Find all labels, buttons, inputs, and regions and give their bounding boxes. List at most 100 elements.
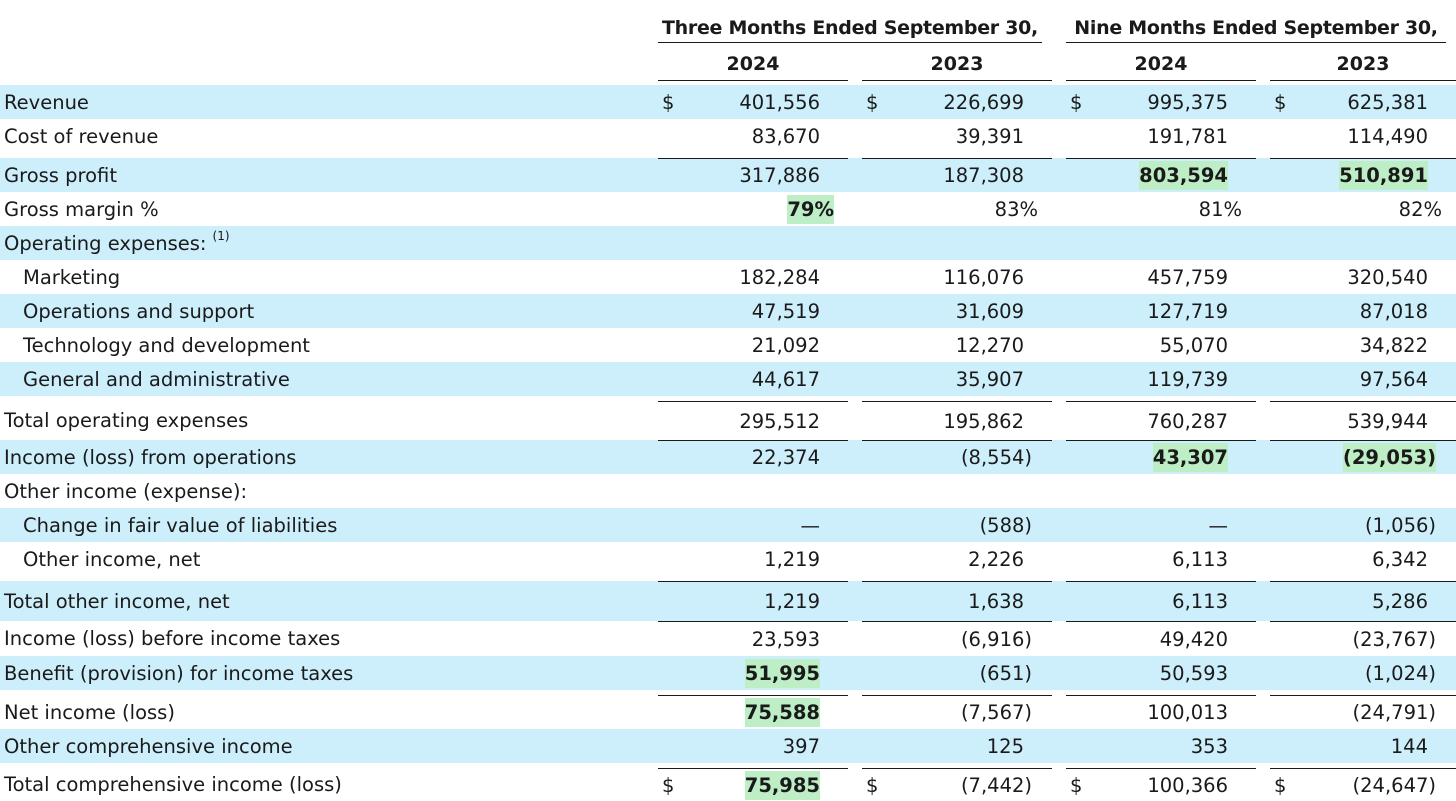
currency-symbol: $ (866, 773, 879, 797)
value-cell-three-months-2024: $401,556 (658, 85, 848, 119)
currency-symbol: $ (1274, 773, 1287, 797)
cell-value-text: 127,719 (1147, 299, 1228, 323)
cell-value: 401,556 (739, 85, 820, 119)
value-cell-nine-months-2024: 191,781 (1066, 119, 1256, 153)
value-cell-nine-months-2023: 5,286 (1270, 581, 1456, 621)
value-cell-three-months-2023: 2,226 (862, 542, 1052, 576)
cell-value-text: 457,759 (1147, 265, 1228, 289)
row-label-text: Operations and support (23, 299, 255, 323)
cell-value-text: 320,540 (1347, 265, 1428, 289)
cell-value-text: 83% (994, 197, 1038, 221)
value-cell-nine-months-2023: (1,056) (1270, 508, 1456, 542)
row-label-text: General and administrative (23, 367, 290, 391)
table-row: Benefit (provision) for income taxes 51,9… (0, 656, 1456, 690)
value-cell-three-months-2023: (8,554) (862, 440, 1052, 474)
cell-value-text: 1,219 (764, 590, 820, 613)
cell-value: 47,519 (752, 294, 820, 328)
value-cell-three-months-2024: 75,588 (658, 695, 848, 729)
value-cell-nine-months-2024: 119,739 (1066, 362, 1256, 396)
value-cell-nine-months-2023: 114,490 (1270, 119, 1456, 153)
cell-value: 81% (1199, 192, 1242, 226)
row-label-text: Total operating expenses (4, 409, 249, 432)
table-row: Marketing 182,284 116,076 457,759 320,540 (0, 260, 1456, 294)
value-cell-three-months-2024: 44,617 (658, 362, 848, 396)
cell-value: (7,442) (961, 769, 1032, 801)
value-cell-nine-months-2023: 144 (1270, 729, 1456, 763)
value-cell-nine-months-2023: (1,024) (1270, 656, 1456, 690)
cell-value: (1,056) (1365, 508, 1436, 542)
cell-value: 295,512 (739, 402, 820, 440)
cell-value-text: 43,307 (1152, 443, 1228, 472)
cell-value-text: 49,420 (1159, 627, 1228, 651)
cell-value: (8,554) (961, 441, 1032, 474)
cell-value: 87,018 (1360, 294, 1428, 328)
header-three-months: Three Months Ended September 30, (658, 14, 1042, 43)
value-cell-three-months-2024: 1,219 (658, 581, 848, 621)
cell-value-text: (7,442) (960, 773, 1032, 797)
table-row: Other income (expense): (0, 474, 1456, 508)
cell-value-text: 81% (1198, 197, 1242, 221)
cell-value-text: 401,556 (739, 90, 820, 114)
cell-value-text: 182,284 (739, 265, 820, 289)
value-cell-nine-months-2024: — (1066, 508, 1256, 542)
row-label: Total comprehensive income (loss) (4, 768, 342, 801)
cell-value-text: (588) (979, 513, 1032, 537)
value-cell-three-months-2024: 83,670 (658, 119, 848, 153)
cell-value: — (801, 508, 821, 542)
value-cell-nine-months-2024: 803,594 (1066, 158, 1256, 192)
value-cell-three-months-2024: 51,995 (658, 656, 848, 690)
cell-value-text: 55,070 (1159, 333, 1228, 357)
cell-value: (24,791) (1353, 696, 1436, 729)
cell-value: (23,767) (1353, 622, 1436, 656)
cell-value: 83% (995, 192, 1038, 226)
cell-value: 5,286 (1372, 582, 1428, 621)
cell-value-text: 87,018 (1359, 299, 1428, 323)
cell-value: (588) (980, 508, 1032, 542)
row-label-text: Revenue (4, 90, 89, 114)
cell-value-text: 6,113 (1172, 547, 1228, 571)
value-cell-three-months-2023: 125 (862, 729, 1052, 763)
value-cell-three-months-2023: 1,638 (862, 581, 1052, 621)
value-cell-three-months-2024 (658, 226, 848, 260)
cell-value: 116,076 (943, 260, 1024, 294)
cell-value: 353 (1191, 729, 1228, 763)
cell-value: 6,113 (1172, 582, 1228, 621)
row-label-text: Other income (expense): (4, 479, 248, 503)
cell-value: 114,490 (1347, 119, 1428, 153)
cell-value: 457,759 (1147, 260, 1228, 294)
value-cell-three-months-2024: 1,219 (658, 542, 848, 576)
cell-value-text: 510,891 (1339, 161, 1428, 190)
value-cell-nine-months-2023: $625,381 (1270, 85, 1456, 119)
value-cell-three-months-2024: 47,519 (658, 294, 848, 328)
cell-value: 100,013 (1147, 696, 1228, 729)
table-row: Gross profit 317,886 187,308 803,594 510,891 (0, 158, 1456, 192)
value-cell-nine-months-2024: 457,759 (1066, 260, 1256, 294)
row-label-text: Benefit (provision) for income taxes (4, 661, 354, 685)
table-row: Technology and development 21,092 12,270 55… (0, 328, 1456, 362)
cell-value: 6,342 (1372, 542, 1428, 576)
cell-value: 50,593 (1160, 656, 1228, 690)
value-cell-three-months-2024: 182,284 (658, 260, 848, 294)
table-row: Operating expenses: (1) (0, 226, 1456, 260)
cell-value-text: 295,512 (739, 409, 820, 433)
cell-value-text: 353 (1190, 734, 1228, 758)
cell-value-text: 79% (787, 194, 834, 224)
table-row: Other income, net 1,219 2,226 6,113 6,342 (0, 542, 1456, 576)
cell-value-text: 803,594 (1139, 161, 1228, 190)
cell-value-text: 187,308 (943, 164, 1024, 187)
value-cell-three-months-2023: 187,308 (862, 158, 1052, 192)
cell-value-text: (24,647) (1352, 773, 1436, 797)
table-row: Total other income, net 1,219 1,638 6,113 5,… (0, 581, 1456, 621)
cell-value-text: 119,739 (1147, 367, 1228, 391)
cell-value-text: 51,995 (744, 658, 820, 688)
value-cell-three-months-2024: 317,886 (658, 158, 848, 192)
table-row: Change in fair value of liabilities — (588… (0, 508, 1456, 542)
table-row: Gross margin % 79% 83% 81% 82% (0, 192, 1456, 226)
table-row: Income (loss) from operations 22,374 (8,55… (0, 440, 1456, 474)
cell-value: 6,113 (1172, 542, 1228, 576)
cell-value-text: 12,270 (955, 333, 1024, 357)
cell-value: 803,594 (1139, 159, 1228, 192)
cell-value-text: (29,053) (1342, 443, 1436, 472)
cell-value-text: 5,286 (1372, 590, 1428, 613)
